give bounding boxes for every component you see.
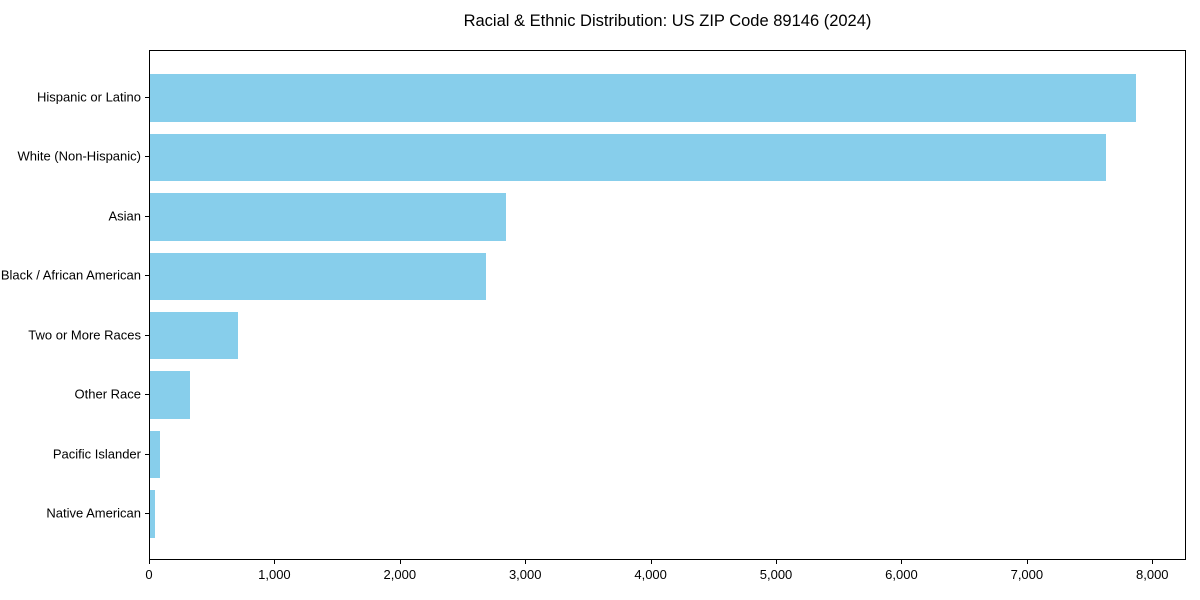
x-tick-label: 2,000	[383, 567, 417, 582]
y-tick-label: White (Non-Hispanic)	[17, 148, 141, 164]
y-tick-mark	[145, 513, 149, 515]
bar	[150, 311, 238, 360]
bar	[150, 252, 487, 301]
y-tick-mark	[145, 334, 149, 336]
y-tick-label: Two or More Races	[28, 327, 141, 343]
x-tick-mark	[776, 560, 778, 564]
y-tick-label: Other Race	[74, 386, 141, 402]
x-tick-mark	[399, 560, 401, 564]
x-tick-mark	[525, 560, 527, 564]
x-tick-label: 7,000	[1010, 567, 1044, 582]
y-tick-mark	[145, 96, 149, 98]
y-tick-label: Hispanic or Latino	[36, 89, 141, 105]
x-tick-label: 5,000	[759, 567, 793, 582]
y-tick-mark	[145, 394, 149, 396]
y-tick-mark	[145, 215, 149, 217]
y-tick-mark	[145, 156, 149, 158]
y-tick-label: Asian	[108, 208, 141, 224]
x-tick-label: 6,000	[885, 567, 918, 582]
y-tick-mark	[145, 453, 149, 455]
x-tick-label: 3,000	[508, 567, 542, 582]
bar	[150, 430, 161, 479]
x-tick-mark	[650, 560, 652, 564]
bar	[150, 74, 1136, 122]
x-tick-mark	[1152, 560, 1154, 564]
y-tick-label: Black / African American	[0, 267, 141, 283]
x-tick-mark	[1026, 560, 1028, 564]
x-tick-label: 4,000	[634, 567, 667, 582]
x-tick-mark	[901, 560, 903, 564]
y-tick-label: Native American	[46, 505, 141, 521]
bar	[150, 133, 1106, 182]
y-tick-mark	[145, 275, 149, 277]
y-tick-label: Pacific Islander	[52, 446, 141, 462]
x-tick-label: 1,000	[258, 567, 291, 582]
x-tick-mark	[274, 560, 276, 564]
x-tick-label: 8,000	[1135, 567, 1169, 582]
bar	[150, 193, 507, 241]
x-tick-mark	[149, 560, 150, 564]
plot-area	[149, 50, 1186, 560]
x-tick-label: 0	[145, 567, 153, 582]
bar	[150, 371, 191, 419]
bar	[150, 490, 156, 538]
chart-title: Racial & Ethnic Distribution: US ZIP Cod…	[463, 12, 872, 30]
